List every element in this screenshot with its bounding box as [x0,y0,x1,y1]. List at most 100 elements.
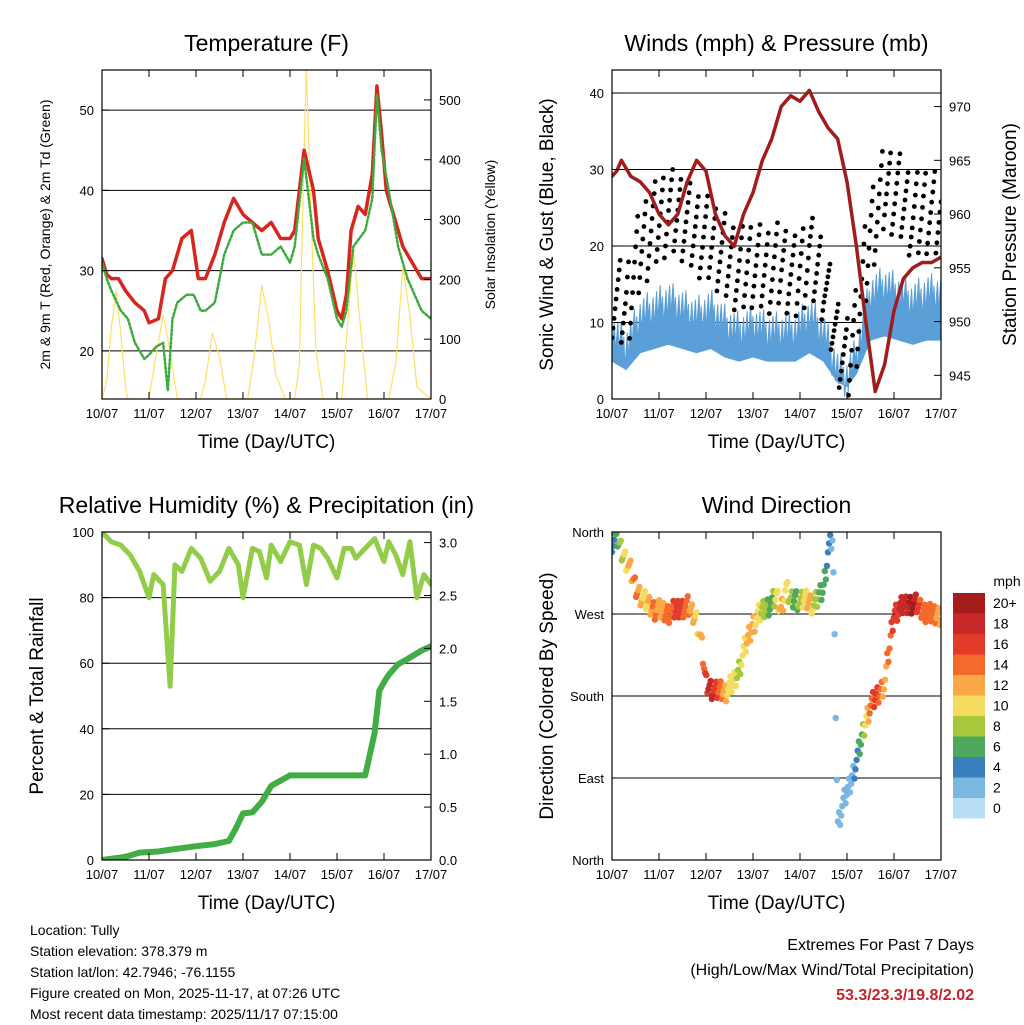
gust-point [621,311,627,316]
wind-direction-point [893,617,901,624]
wind-direction-point [921,601,928,608]
wind-direction-point [937,616,941,624]
wind-direction-point [668,608,675,616]
gust-point [808,234,813,239]
y-tick-label: 10 [590,315,604,330]
y2-tick-label: 950 [949,315,971,330]
series-2m-temperature [102,84,431,325]
gust-point [803,280,809,286]
gust-point [901,206,907,212]
gust-point [612,325,616,331]
gust-point [835,301,841,307]
gust-point [840,352,846,357]
gust-point [894,180,900,186]
gust-point [785,301,791,306]
wind-direction-point [889,627,896,634]
gust-point [818,234,824,240]
gust-point [875,205,881,211]
wind-direction-point [617,537,624,544]
plot-area [102,70,431,399]
wind-direction-point [861,732,868,739]
gust-point [789,262,795,268]
gust-point [777,289,782,295]
gust-point [932,169,938,174]
wind-direction-point [790,598,798,605]
wind-direction-point [847,780,855,788]
wind-direction-point [772,596,779,603]
gust-point [744,270,750,276]
gust-point [764,242,770,247]
x-tick-label: 16/07 [368,867,401,882]
gust-point [761,273,767,278]
plot-frame [101,531,432,861]
y2-tick-label: 960 [949,207,971,222]
gust-point [763,252,769,258]
gust-point [703,214,708,220]
y-tick-label: 0 [597,392,604,407]
gust-point [929,199,935,205]
wind-direction-point [802,587,810,595]
wind-direction-point [865,718,872,725]
gust-point [795,288,801,294]
chart-title: Relative Humidity (%) & Precipitation (i… [59,492,474,518]
gust-point [790,252,796,258]
gust-point [925,240,930,246]
gust-point [614,287,620,292]
wind-direction-point [829,537,836,544]
series-total-precipitation [102,643,431,860]
x-tick-label: 11/07 [643,867,675,882]
plot-area [612,532,941,828]
gust-point [690,243,696,249]
gust-point [626,259,631,265]
gust-point [689,253,695,258]
gust-point [697,275,702,281]
wind-direction-point [672,608,679,616]
gust-point [709,245,715,250]
wind-direction-point [936,621,941,629]
gust-point [629,305,634,311]
gust-point [666,208,671,213]
gust-point [663,243,668,249]
chart-title: Temperature (F) [184,30,349,56]
gust-point [751,283,757,289]
gust-point [898,234,904,239]
wind-direction-point [679,597,686,605]
gust-point [880,149,885,154]
gust-point [652,179,658,185]
wind-direction-point [870,703,878,711]
wind-direction-point [622,548,629,555]
gust-point [757,222,763,228]
gust-point [884,191,889,197]
wind-direction-point [693,609,700,616]
gust-point [718,249,724,255]
legend-swatch [953,757,985,778]
gust-point [854,364,860,369]
gust-point [755,242,761,248]
gust-point [871,262,877,267]
gust-point [641,224,647,229]
gust-point [824,280,830,286]
gust-point [879,163,884,169]
gust-point [906,252,912,258]
gust-point [845,316,850,321]
gust-point [651,191,657,197]
gust-point [775,220,780,226]
gust-point [722,211,728,216]
y2-tick-label: 100 [439,332,461,347]
gust-point [655,235,661,241]
gust-point [928,210,934,215]
wind-direction-point [671,614,678,621]
gust-point [860,259,866,264]
legend-swatch [953,777,985,798]
gust-point [873,233,879,239]
gust-point [741,304,746,310]
legend-label: 14 [993,657,1009,673]
gust-point [910,215,916,221]
gust-point [883,201,888,207]
gust-point [731,307,737,313]
gust-point [902,197,908,203]
gust-point [762,262,768,268]
chart-winds: 10/07 11/07 12/07 13/07 14/07 15/07 16/07 17/07… [537,30,1021,453]
y2-tick-label: 0.0 [439,853,457,868]
info-elevation: Station elevation: 378.379 m [30,943,208,959]
